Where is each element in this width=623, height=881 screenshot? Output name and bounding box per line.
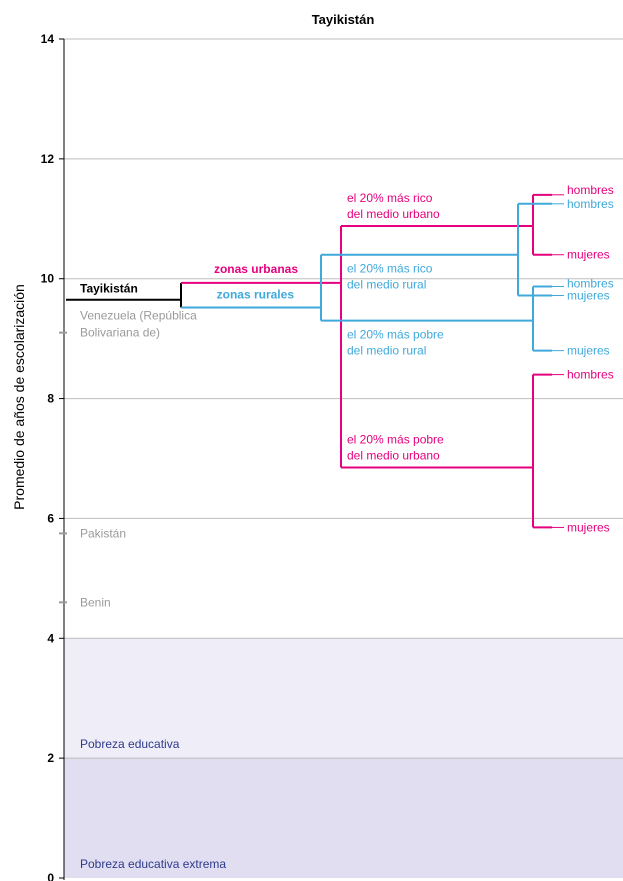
sex-label: hombres <box>567 197 614 211</box>
decomposition-tree: Tayikistán zonas urbanas zonas rurales el 2… <box>66 183 614 534</box>
sex-label: hombres <box>567 277 614 291</box>
wealth-label: del medio rural <box>347 344 426 358</box>
wealth-label: el 20% más rico <box>347 262 433 276</box>
chart-title: Tayikistán <box>312 12 375 27</box>
wealth-label: del medio urbano <box>347 448 440 462</box>
reference-countries: Venezuela (República Bolivariana de) Pakis… <box>59 309 197 609</box>
wealth-label: el 20% más pobre <box>347 328 444 342</box>
sex-label: hombres <box>567 368 614 382</box>
wealth-label: del medio rural <box>347 278 426 292</box>
reference-label: Bolivariana de) <box>80 326 160 340</box>
band-label: Pobreza educativa <box>80 737 180 751</box>
sex-label: mujeres <box>567 344 610 358</box>
sex-label: mujeres <box>567 248 610 262</box>
y-tick-label: 0 <box>47 871 54 881</box>
sex-label: hombres <box>567 183 614 197</box>
y-tick-label: 2 <box>47 751 54 765</box>
y-tick-label: 6 <box>47 511 54 525</box>
reference-label: Pakistán <box>80 526 126 540</box>
band-area <box>64 638 623 759</box>
sex-label: mujeres <box>567 520 610 534</box>
y-tick-label: 4 <box>47 631 54 645</box>
band-area <box>64 758 623 878</box>
wealth-label: el 20% más rico <box>347 191 433 205</box>
reference-label: Venezuela (República <box>80 309 197 323</box>
y-tick-label: 12 <box>41 152 55 166</box>
urban-label: zonas urbanas <box>214 262 298 276</box>
y-tick-label: 8 <box>47 392 54 406</box>
wealth-label: el 20% más pobre <box>347 432 444 446</box>
country-label: Tayikistán <box>80 282 138 296</box>
rural-label: zonas rurales <box>217 287 295 301</box>
y-axis: 0 2 4 6 8 10 12 14 <box>41 32 65 881</box>
y-tick-label: 10 <box>41 272 55 286</box>
band-label: Pobreza educativa extrema <box>80 857 226 871</box>
gridlines <box>64 38 623 759</box>
poverty-bands: Pobreza educativa Pobreza educativa extre… <box>64 638 623 878</box>
wealth-label: del medio urbano <box>347 207 440 221</box>
y-axis-title: Promedio de años de escolarización <box>11 284 27 510</box>
reference-label: Benin <box>80 595 111 609</box>
y-tick-label: 14 <box>41 32 55 46</box>
sex-label: mujeres <box>567 288 610 302</box>
